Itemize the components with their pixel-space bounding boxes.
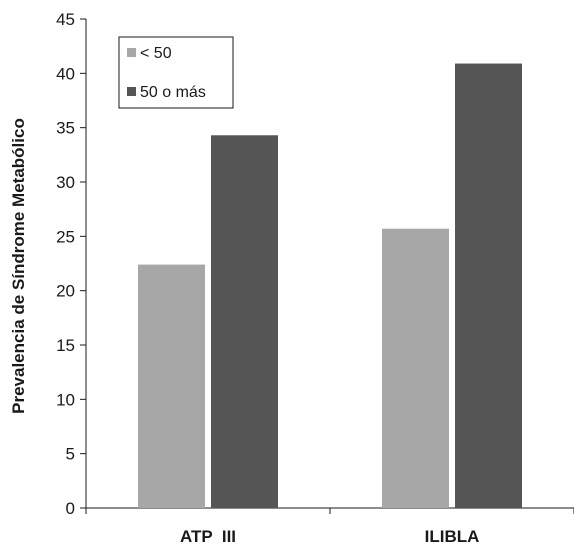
bar-under-50-0 bbox=[138, 264, 205, 508]
y-tick-label: 25 bbox=[56, 227, 75, 246]
bars bbox=[138, 63, 522, 509]
y-tick-label: 10 bbox=[56, 390, 75, 409]
legend: < 50 50 o más bbox=[118, 36, 234, 109]
legend-swatch-under-50 bbox=[127, 48, 136, 57]
x-category-label: ATP III bbox=[180, 527, 236, 546]
bar-under-50-1 bbox=[382, 228, 449, 508]
y-tick-label: 35 bbox=[56, 119, 75, 138]
y-tick-label: 40 bbox=[56, 64, 75, 83]
y-tick-label: 5 bbox=[66, 445, 75, 464]
bar-50-or-more-0 bbox=[211, 135, 278, 509]
y-tick-label: 20 bbox=[56, 282, 75, 301]
legend-swatch-50-or-more bbox=[127, 87, 136, 96]
legend-box bbox=[118, 36, 234, 109]
y-tick-label: 15 bbox=[56, 336, 75, 355]
x-category-label: ILIBLA bbox=[425, 527, 480, 546]
y-tick-label: 30 bbox=[56, 173, 75, 192]
y-tick-label: 0 bbox=[66, 499, 75, 518]
legend-label-under-50: < 50 bbox=[140, 45, 172, 62]
bar-50-or-more-1 bbox=[455, 63, 522, 508]
y-tick-label: 45 bbox=[56, 10, 75, 29]
y-axis-title: Prevalencia de Síndrome Metabólico bbox=[9, 118, 28, 414]
x-labels: ATP III ILIBLA bbox=[85, 508, 574, 546]
y-axis-title-group: Prevalencia de Síndrome Metabólico bbox=[9, 118, 28, 414]
legend-label-50-or-more: 50 o más bbox=[140, 84, 206, 101]
y-ticks: 0 5 10 15 20 25 30 35 40 45 bbox=[56, 10, 86, 518]
